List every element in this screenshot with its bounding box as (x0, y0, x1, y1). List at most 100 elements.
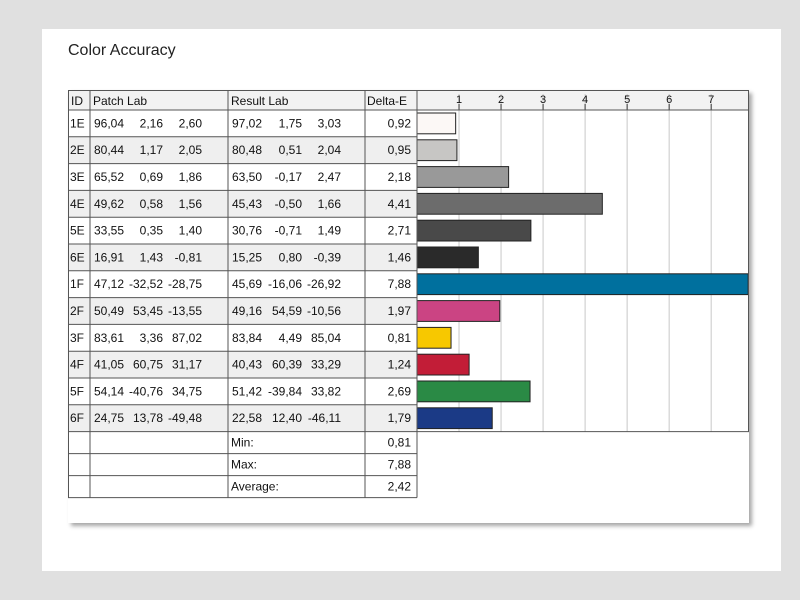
patch-lab-value: 2,05 (179, 143, 203, 157)
result-lab-value: 51,42 (232, 384, 262, 398)
result-lab-value: 40,43 (232, 358, 262, 372)
table-row-bg (68, 404, 417, 432)
result-lab-value: 45,43 (232, 197, 262, 211)
result-lab-value: -46,11 (308, 411, 341, 425)
x-tick-label: 2 (498, 94, 504, 106)
delta-e-value: 0,95 (388, 143, 412, 157)
bar (416, 273, 749, 296)
patch-lab-value: 16,91 (94, 250, 124, 264)
result-lab-value: -0,71 (275, 224, 303, 238)
x-tick-label: 3 (540, 94, 546, 106)
patch-lab-value: 0,58 (140, 197, 164, 211)
result-lab-value: 54,59 (272, 304, 302, 318)
bar (416, 112, 457, 135)
patch-lab-value: 0,35 (140, 224, 164, 238)
table-row-bg (68, 163, 417, 191)
patch-lab-value: -49,48 (168, 411, 202, 425)
patch-lab-value: 1,40 (179, 224, 203, 238)
column-header-result: Result Lab (231, 94, 289, 108)
summary-value: 7,88 (388, 458, 412, 472)
table-row-bg (68, 136, 417, 164)
summary-label: Average: (231, 480, 279, 494)
result-lab-value: -0,50 (275, 197, 303, 211)
patch-lab-value: 87,02 (172, 331, 202, 345)
patch-lab-value: 54,14 (94, 384, 124, 398)
patch-lab-value: 0,69 (140, 170, 164, 184)
result-lab-value: 33,82 (311, 384, 341, 398)
bar (416, 219, 532, 242)
color-accuracy-chart: 1 2 3 4 5 6 7 ID Patch Lab Result Lab Delta-E 1E 96,… (68, 90, 749, 499)
result-lab-value: 80,48 (232, 143, 262, 157)
patch-lab-value: 13,78 (133, 411, 163, 425)
row-id: 3E (70, 170, 85, 184)
delta-e-value: 2,69 (388, 384, 412, 398)
result-lab-value: -16,06 (268, 277, 302, 291)
result-lab-value: 0,51 (279, 143, 303, 157)
row-id: 2F (70, 304, 84, 318)
bar (416, 246, 479, 269)
bar (416, 192, 603, 215)
table-row-bg (68, 190, 417, 218)
patch-lab-value: 53,45 (133, 304, 163, 318)
report-panel: Color Accuracy 1 2 3 4 5 6 7 ID Patch Lab Result … (42, 29, 781, 571)
result-lab-value: 83,84 (232, 331, 262, 345)
delta-e-value: 0,81 (388, 331, 412, 345)
delta-e-value: 2,71 (388, 224, 412, 238)
patch-lab-value: -40,76 (129, 384, 163, 398)
patch-lab-value: 31,17 (172, 358, 202, 372)
result-lab-value: -0,17 (275, 170, 303, 184)
result-lab-value: 45,69 (232, 277, 262, 291)
result-lab-value: 12,40 (272, 411, 302, 425)
patch-lab-value: 47,12 (94, 277, 124, 291)
summary-value: 0,81 (388, 436, 412, 450)
table-row-bg (68, 378, 417, 405)
patch-lab-value: 50,49 (94, 304, 124, 318)
summary-value: 2,42 (388, 480, 412, 494)
summary-label: Min: (231, 436, 254, 450)
delta-e-value: 0,92 (388, 116, 412, 130)
bar (416, 380, 531, 403)
delta-e-value: 7,88 (388, 277, 412, 291)
patch-lab-value: 2,16 (140, 116, 164, 130)
delta-e-value: 4,41 (388, 197, 412, 211)
table-row-bg (68, 324, 417, 352)
result-lab-value: 15,25 (232, 250, 262, 264)
x-tick-label: 6 (666, 94, 672, 106)
table-row-bg (68, 217, 417, 244)
x-tick-label: 1 (456, 94, 462, 106)
row-id: 6E (70, 250, 85, 264)
patch-lab-value: -28,75 (168, 277, 202, 291)
patch-lab-value: 1,17 (140, 143, 164, 157)
bar (416, 166, 510, 188)
result-lab-value: 1,75 (279, 116, 303, 130)
patch-lab-value: 60,75 (133, 358, 163, 372)
bar (416, 326, 452, 349)
patch-lab-value: 24,75 (94, 411, 124, 425)
row-id: 1F (70, 277, 84, 291)
result-lab-value: -0,39 (314, 250, 342, 264)
header-bg (68, 90, 749, 110)
patch-lab-value: 3,36 (140, 331, 164, 345)
column-header-patch: Patch Lab (93, 94, 147, 108)
row-id: 5E (70, 224, 85, 238)
bar (416, 300, 501, 322)
row-id: 6F (70, 411, 84, 425)
row-id: 4F (70, 358, 84, 372)
patch-lab-value: 96,04 (94, 116, 124, 130)
delta-e-value: 1,97 (388, 304, 412, 318)
patch-lab-value: 1,56 (179, 197, 203, 211)
patch-lab-value: 80,44 (94, 143, 124, 157)
delta-e-value: 1,24 (388, 358, 412, 372)
result-lab-value: 63,50 (232, 170, 262, 184)
patch-lab-value: 65,52 (94, 170, 124, 184)
result-lab-value: 4,49 (279, 331, 303, 345)
chart-title: Color Accuracy (68, 42, 176, 59)
result-lab-value: 85,04 (311, 331, 341, 345)
patch-lab-value: 83,61 (94, 331, 124, 345)
result-lab-value: 1,49 (318, 224, 342, 238)
delta-e-value: 1,46 (388, 250, 412, 264)
row-id: 2E (70, 143, 85, 157)
row-id: 4E (70, 197, 85, 211)
bar (416, 139, 458, 162)
table-row-bg (68, 110, 417, 137)
